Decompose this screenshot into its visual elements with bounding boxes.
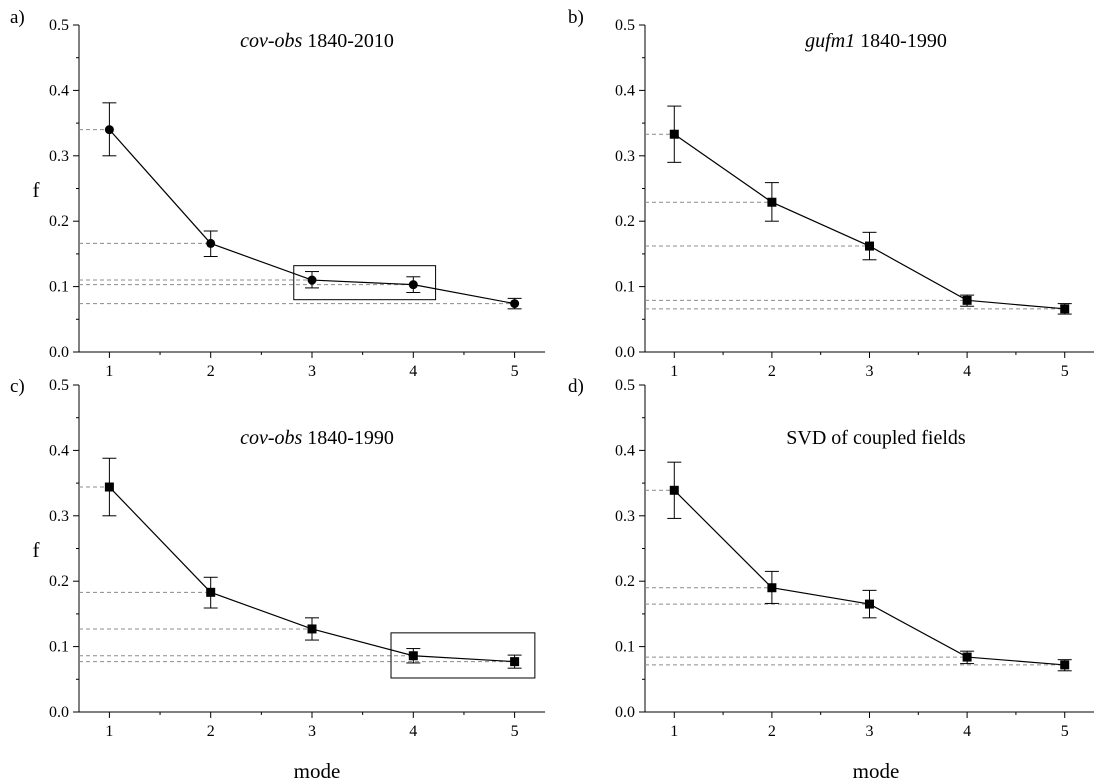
- y-tick-label: 0.3: [615, 508, 635, 525]
- x-tick-label: 2: [768, 363, 776, 380]
- x-tick-label: 1: [670, 363, 678, 380]
- series-line: [673, 489, 1065, 666]
- panel-title: cov-obs 1840-2010: [240, 30, 394, 52]
- panel-letter: b): [568, 7, 584, 28]
- data-point: [510, 299, 520, 309]
- panel-title: SVD of coupled fields: [786, 427, 966, 449]
- y-tick-label: 0.3: [615, 148, 635, 165]
- y-tick-label: 0.0: [49, 704, 69, 721]
- panel-title-text: 1840-1990: [302, 427, 394, 449]
- y-tick-label: 0.4: [49, 442, 69, 459]
- y-tick-label: 0.0: [615, 344, 635, 361]
- x-axis-label: mode: [853, 759, 900, 783]
- y-tick-label: 0.4: [615, 82, 635, 99]
- x-tick-label: 5: [1061, 363, 1069, 380]
- y-axis-label: f: [33, 178, 40, 202]
- y-tick-label: 0.2: [615, 573, 635, 590]
- x-tick-label: 5: [511, 363, 519, 380]
- x-tick-label: 4: [409, 723, 417, 740]
- data-point: [669, 129, 679, 139]
- x-tick-label: 1: [105, 723, 113, 740]
- x-tick-label: 5: [1061, 723, 1069, 740]
- data-point: [1060, 304, 1070, 314]
- panel-d: 0.0 0.1 0.2 0.3 0.4 0.5 1 2 3 4 5 d) SVD of coupled …: [568, 376, 1094, 783]
- y-tick-label: 0.2: [49, 573, 69, 590]
- y-tick-label: 0.4: [49, 82, 69, 99]
- y-tick-label: 0.1: [49, 639, 69, 656]
- y-tick-label: 0.3: [49, 508, 69, 525]
- data-point: [962, 295, 972, 305]
- y-axis-label: f: [33, 538, 40, 562]
- data-point: [767, 583, 777, 593]
- y-tick-label: 0.2: [49, 213, 69, 230]
- panel-letter: a): [10, 7, 25, 28]
- data-point: [408, 651, 418, 661]
- data-point: [307, 624, 317, 634]
- x-tick-label: 2: [207, 363, 215, 380]
- y-tick-label: 0.3: [49, 148, 69, 165]
- series-line: [673, 133, 1065, 310]
- y-tick-label: 0.5: [49, 377, 69, 394]
- highlight-box: [293, 265, 437, 301]
- x-tick-label: 3: [866, 723, 874, 740]
- data-point: [408, 280, 418, 290]
- panel-title-italic: gufm1: [805, 30, 855, 52]
- x-tick-label: 5: [511, 723, 519, 740]
- panel-title-italic: cov-obs: [240, 427, 302, 449]
- panel-letter: d): [568, 376, 584, 397]
- y-tick-label: 0.1: [49, 279, 69, 296]
- data-point: [767, 197, 777, 207]
- y-tick-label: 0.1: [615, 279, 635, 296]
- x-tick-label: 1: [105, 363, 113, 380]
- panel-title-italic: cov-obs: [240, 30, 302, 52]
- data-point: [104, 125, 114, 135]
- y-tick-label: 0.5: [615, 17, 635, 34]
- data-point: [865, 599, 874, 609]
- x-tick-label: 3: [308, 723, 316, 740]
- x-tick-label: 4: [409, 363, 417, 380]
- data-point: [206, 238, 216, 248]
- panel-title: cov-obs 1840-1990: [240, 427, 394, 449]
- data-point: [962, 652, 972, 662]
- y-tick-label: 0.4: [615, 442, 635, 459]
- panel-title-text: SVD of coupled fields: [786, 427, 966, 449]
- x-tick-label: 4: [963, 723, 971, 740]
- y-tick-label: 0.5: [49, 17, 69, 34]
- x-tick-label: 2: [768, 723, 776, 740]
- data-point: [510, 657, 520, 667]
- data-point: [206, 587, 216, 597]
- x-tick-label: 1: [670, 723, 678, 740]
- y-tick-label: 0.5: [615, 377, 635, 394]
- data-point: [865, 241, 874, 251]
- highlight-box: [390, 632, 536, 679]
- x-tick-label: 2: [207, 723, 215, 740]
- y-tick-label: 0.1: [615, 639, 635, 656]
- panel-title-text: 1840-1990: [855, 30, 947, 52]
- panel-b: 0.0 0.1 0.2 0.3 0.4 0.5 1 2 3 4 5 b) gufm1 1840-1990: [568, 7, 1094, 380]
- data-point: [307, 275, 317, 285]
- panel-letter: c): [10, 376, 25, 397]
- data-point: [104, 482, 114, 492]
- y-tick-label: 0.0: [615, 704, 635, 721]
- panel-title: gufm1 1840-1990: [805, 30, 947, 52]
- y-tick-label: 0.0: [49, 344, 69, 361]
- panel-c: 0.0 0.1 0.2 0.3 0.4 0.5 1 2 3 4 5 c) cov-obs 1840-19…: [10, 376, 545, 783]
- panel-a: 0.0 0.1 0.2 0.3 0.4 0.5 1 2 3 4 5 a) cov-obs 1840-20…: [10, 7, 545, 380]
- x-axis-label: mode: [294, 759, 341, 783]
- x-tick-label: 3: [866, 363, 874, 380]
- x-tick-label: 4: [963, 363, 971, 380]
- x-tick-label: 3: [308, 363, 316, 380]
- data-point: [669, 485, 679, 495]
- panel-title-text: 1840-2010: [302, 30, 394, 52]
- data-point: [1060, 660, 1070, 670]
- y-tick-label: 0.2: [615, 213, 635, 230]
